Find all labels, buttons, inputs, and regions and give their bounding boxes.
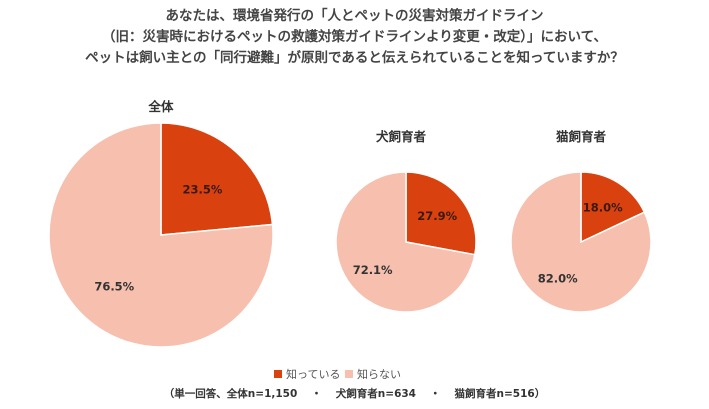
pie-title: 猫飼育者 <box>556 129 607 144</box>
footnote-total: （単一回答、全体n=1,150 <box>163 388 298 400</box>
title-line-3: ペットは飼い主との「同行避難」が原則であると伝えられていることを知っていますか？ <box>85 50 624 66</box>
footnote-cat: 猫飼育者n=516） <box>454 388 546 400</box>
title-line-2: （旧：災害時におけるペットの救護対策ガイドラインより変更・改定）」において、 <box>102 29 607 45</box>
pie-slice-unknown <box>510 171 652 313</box>
footnote: （単一回答、全体n=1,150 ・ 犬飼育者n=634 ・ 猫飼育者n=516） <box>0 386 709 401</box>
pie-slice-known <box>580 171 646 244</box>
pie-slice-known <box>405 171 477 256</box>
pie-slice-label: 82.0% <box>538 272 578 286</box>
chart-title: あなたは、環境省発行の「人とペットの災害対策ガイドライン （旧：災害時におけるペ… <box>0 6 709 69</box>
pie-chart-1: 全体 23.5% 76.5% <box>48 99 274 348</box>
pie-chart-2: 犬飼育者 27.9% 72.1% <box>335 129 477 313</box>
footnote-separator: ・ <box>311 388 322 400</box>
title-line-1: あなたは、環境省発行の「人とペットの災害対策ガイドライン <box>165 8 544 24</box>
pie-slice-label: 27.9% <box>417 209 457 223</box>
pie-chart-3: 猫飼育者 18.0% 82.0% <box>510 129 652 313</box>
legend-swatch-unknown <box>345 370 353 378</box>
legend: 知っている 知らない <box>274 367 401 381</box>
pie-slice-unknown <box>335 171 476 313</box>
pie-title: 全体 <box>147 99 174 114</box>
legend-swatch-known <box>274 370 282 378</box>
footnote-dog: 犬飼育者n=634 <box>335 388 416 400</box>
legend-label-unknown: 知らない <box>357 367 401 381</box>
pie-title: 犬飼育者 <box>375 129 427 144</box>
pie-slice-label: 72.1% <box>353 263 393 277</box>
pie-slice-label: 76.5% <box>94 279 134 293</box>
footnote-separator: ・ <box>430 388 441 400</box>
legend-label-known: 知っている <box>286 367 340 381</box>
pie-slice-label: 23.5% <box>183 182 223 196</box>
pie-slice-unknown <box>48 122 274 348</box>
pie-slice-label: 18.0% <box>583 201 623 215</box>
pie-slice-known <box>160 122 274 236</box>
